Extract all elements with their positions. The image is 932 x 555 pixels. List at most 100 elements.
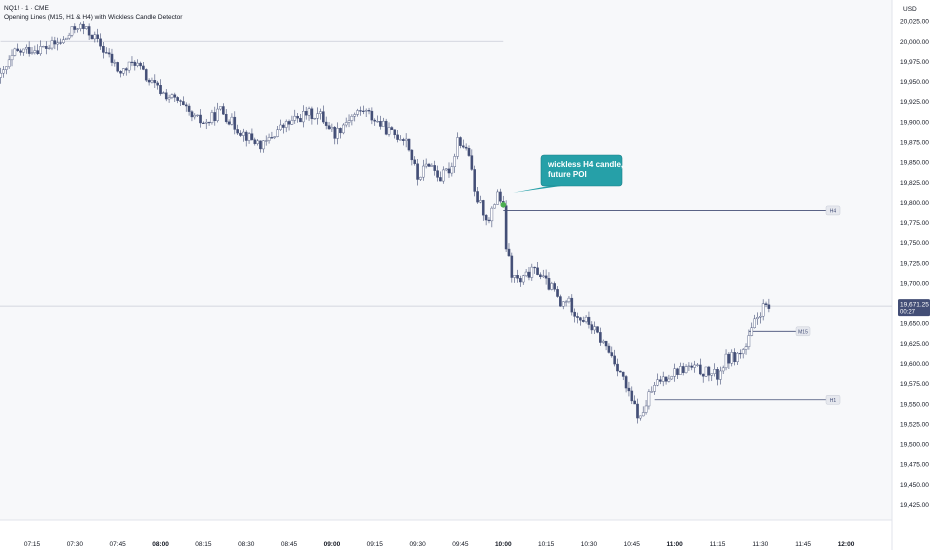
- candle-down: [393, 129, 397, 136]
- time-axis-background[interactable]: [0, 520, 892, 550]
- candle-down: [227, 121, 231, 125]
- candle-up: [693, 364, 696, 368]
- candle-down: [90, 34, 94, 40]
- y-tick-label: 19,475.00: [900, 462, 929, 469]
- candle-down: [701, 373, 705, 377]
- candle-down: [199, 114, 202, 124]
- candle-down: [259, 140, 262, 150]
- candle-up: [93, 34, 97, 40]
- x-tick-label: 07:45: [110, 541, 127, 548]
- candle-down: [250, 133, 254, 140]
- candle-up: [79, 23, 82, 29]
- candle-up: [336, 128, 339, 139]
- symbol-title[interactable]: NQ1! · 1 · CME: [4, 5, 49, 12]
- candle-down: [716, 369, 719, 380]
- candle-down: [327, 125, 331, 130]
- candle-up: [650, 391, 654, 393]
- candle-down: [202, 122, 205, 124]
- indicator-title[interactable]: Opening Lines (M15, H1 & H4) with Wickle…: [4, 14, 183, 21]
- candle-down: [599, 332, 602, 343]
- candle-down: [384, 120, 388, 135]
- candle-up: [496, 191, 499, 205]
- currency-label[interactable]: USD: [903, 6, 917, 13]
- candle-down: [767, 304, 771, 309]
- price-axis-labels: 19,425.00 19,450.00 19,475.00 19,500.00 19,5…: [898, 19, 930, 509]
- candle-down: [304, 110, 308, 116]
- y-tick-label: 19,900.00: [900, 119, 929, 126]
- candle-up: [10, 55, 14, 61]
- candle-up: [307, 108, 311, 116]
- last-price-badge: [898, 299, 930, 317]
- candle-up: [490, 207, 494, 222]
- y-tick-label: 19,625.00: [900, 341, 929, 348]
- candle-up: [150, 80, 154, 83]
- candle-down: [556, 289, 559, 297]
- candle-down: [96, 34, 99, 39]
- candle-down: [173, 94, 177, 98]
- opening-line-tag-h1: [825, 395, 841, 405]
- callout-text: wickless H4 candle,: [547, 160, 623, 169]
- candle-down: [99, 38, 102, 47]
- candle-up: [316, 113, 319, 119]
- candle-down: [359, 110, 362, 112]
- candle-down: [539, 274, 542, 278]
- candle-down: [333, 127, 337, 139]
- last-price-value: 19,671.25: [900, 302, 929, 309]
- candle-up: [64, 37, 68, 40]
- candle-up: [453, 156, 457, 167]
- price-axis-background[interactable]: [892, 0, 932, 520]
- candle-down: [570, 297, 574, 313]
- candle-up: [273, 136, 277, 138]
- candle-up: [719, 370, 722, 380]
- candle-down: [436, 170, 439, 178]
- candle-up: [319, 111, 322, 114]
- candle-down: [144, 69, 148, 81]
- candle-up: [267, 137, 271, 141]
- candle-down: [287, 121, 291, 125]
- candle-up: [279, 124, 282, 130]
- candle-down: [616, 363, 619, 372]
- candle-down: [516, 275, 519, 279]
- x-tick-label: 11:15: [710, 541, 726, 548]
- x-tick-label: 08:00: [152, 541, 169, 548]
- candle-up: [541, 275, 545, 278]
- candle-down: [207, 121, 211, 124]
- candle-down: [699, 364, 702, 375]
- candle-up: [399, 139, 402, 141]
- candle-down: [16, 48, 20, 51]
- candle-up: [50, 40, 54, 49]
- candle-down: [476, 191, 479, 203]
- candle-down: [182, 101, 185, 106]
- candle-up: [170, 94, 174, 98]
- candle-up: [704, 366, 708, 377]
- candle-up: [204, 121, 208, 124]
- candle-down: [633, 400, 636, 405]
- candle-up: [70, 26, 74, 36]
- candle-up: [744, 346, 748, 350]
- candle-up: [687, 365, 691, 367]
- candle-down: [102, 46, 105, 53]
- candle-down: [324, 121, 328, 126]
- candle-down: [119, 71, 122, 74]
- candle-down: [222, 106, 225, 115]
- candle-up: [493, 204, 496, 209]
- candle-up: [376, 121, 379, 123]
- candle-up: [113, 62, 117, 64]
- candle-down: [627, 387, 631, 392]
- y-tick-label: 19,850.00: [900, 160, 929, 167]
- candle-down: [507, 248, 511, 257]
- candle-up: [347, 120, 351, 123]
- candle-down: [624, 376, 628, 389]
- candle-up: [550, 283, 554, 290]
- candle-up: [679, 366, 682, 375]
- y-tick-label: 19,750.00: [900, 240, 929, 247]
- candle-down: [407, 138, 411, 151]
- candle-down: [590, 324, 594, 331]
- candle-down: [416, 163, 419, 180]
- x-tick-label: 07:15: [24, 541, 41, 548]
- candle-down: [547, 278, 551, 290]
- x-tick-label: 11:00: [666, 541, 683, 548]
- candle-up: [62, 39, 65, 43]
- candle-down: [142, 65, 145, 70]
